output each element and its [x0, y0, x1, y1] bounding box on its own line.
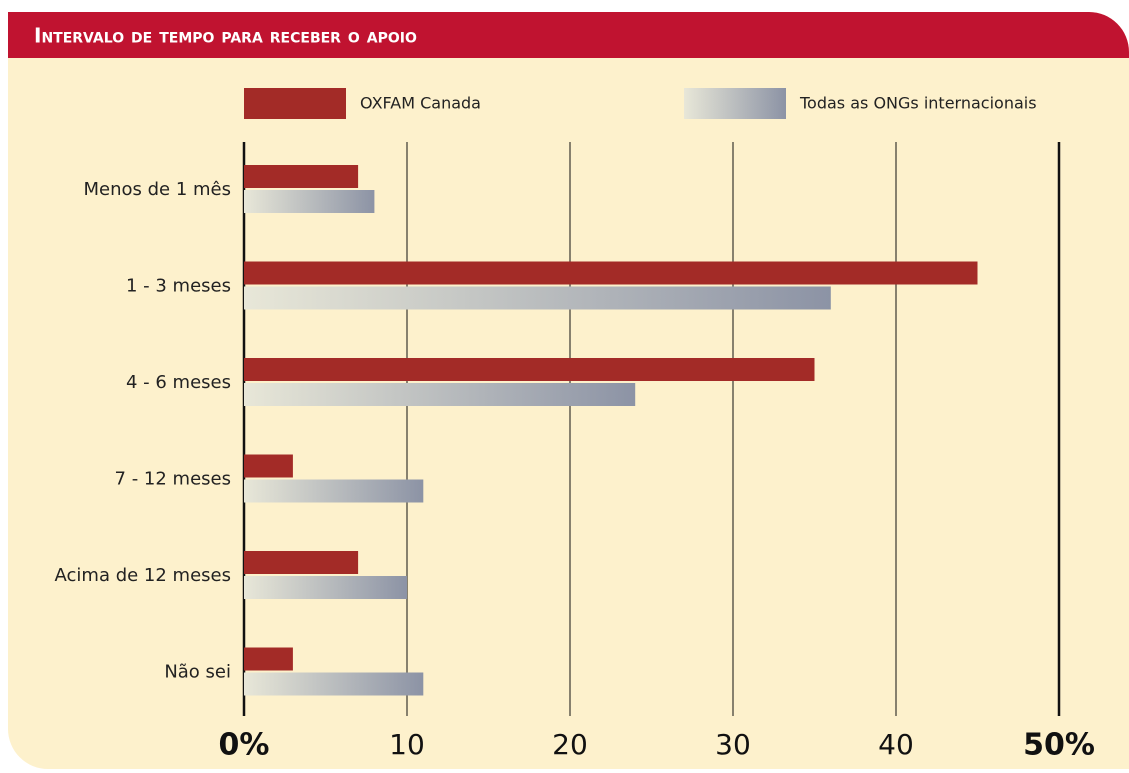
- bar: [244, 358, 815, 381]
- x-tick-label: 10: [389, 728, 425, 761]
- y-tick-label: Menos de 1 mês: [83, 179, 231, 200]
- x-tick-label: 0%: [219, 728, 270, 763]
- y-tick-label: 4 - 6 meses: [126, 372, 231, 393]
- legend-label: Todas as ONGs internacionais: [799, 94, 1037, 113]
- y-tick-label: 1 - 3 meses: [126, 276, 231, 297]
- y-tick-label: 7 - 12 meses: [115, 469, 231, 490]
- bar: [244, 647, 293, 671]
- bar: [244, 261, 978, 285]
- bar: [244, 454, 293, 478]
- bar: [244, 576, 407, 599]
- y-tick-label: Não sei: [164, 662, 231, 683]
- x-tick-label: 20: [552, 728, 588, 761]
- bar: [244, 672, 424, 696]
- x-tick-label: 50%: [1023, 728, 1095, 763]
- bar: [244, 551, 359, 574]
- chart-title: Intervalo de tempo para receber o apoio: [34, 24, 417, 48]
- bar: [244, 383, 636, 406]
- bar: [244, 286, 831, 310]
- legend-swatch: [244, 88, 346, 119]
- x-tick-label: 30: [715, 728, 751, 761]
- legend-label: OXFAM Canada: [360, 94, 481, 113]
- header: [8, 12, 1129, 58]
- bar: [244, 165, 359, 188]
- legend-swatch: [684, 88, 786, 119]
- bar: [244, 479, 424, 503]
- bar: [244, 190, 375, 213]
- y-tick-label: Acima de 12 meses: [55, 565, 231, 586]
- x-tick-label: 40: [878, 728, 914, 761]
